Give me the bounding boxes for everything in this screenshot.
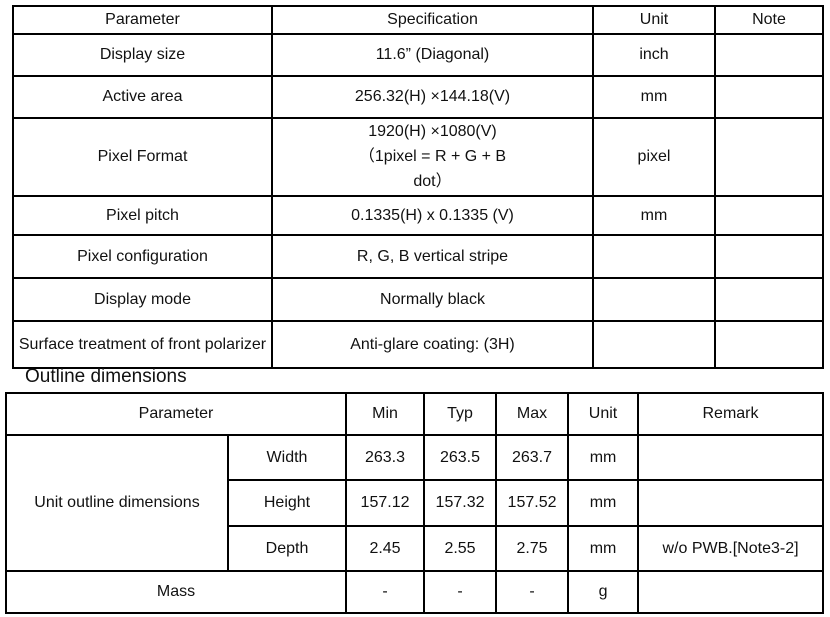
spec-header-row: Parameter Specification Unit Note [12, 5, 824, 35]
cell-note [714, 277, 824, 323]
cell-note [714, 320, 824, 370]
cell-dimension-name: Depth [226, 525, 348, 572]
cell-unit: pixel [592, 116, 716, 198]
spec-header-unit: Unit [592, 5, 716, 35]
outline-header-unit: Unit [567, 392, 640, 436]
cell-unit: g [567, 570, 640, 614]
cell-min: - [345, 570, 426, 614]
spec-row-display-mode: Display mode Normally black [12, 277, 824, 323]
cell-specification: 0.1335(H) x 0.1335 (V) [271, 195, 594, 237]
outline-header-row: Parameter Min Typ Max Unit Remark [4, 392, 825, 436]
cell-typ: - [423, 570, 498, 614]
cell-typ: 2.55 [423, 525, 498, 572]
cell-remark: w/o PWB.[Note3-2] [637, 525, 825, 572]
outline-dimensions-heading: Outline dimensions [25, 366, 187, 387]
outline-header-parameter: Parameter [4, 392, 348, 436]
outline-mass-label-cell: Mass [4, 570, 348, 614]
cell-note [714, 33, 824, 77]
cell-unit [592, 234, 716, 280]
outline-group-label-cell: Unit outline dimensions [5, 434, 229, 572]
cell-note [714, 234, 824, 280]
cell-parameter: Display size [12, 33, 273, 77]
spec-row-pixel-configuration: Pixel configuration R, G, B vertical str… [12, 234, 824, 280]
cell-min: 157.12 [345, 479, 426, 527]
cell-specification: Normally black [271, 277, 594, 323]
spec-header-specification: Specification [271, 5, 594, 35]
cell-parameter: Pixel pitch [12, 195, 273, 237]
cell-note [714, 75, 824, 119]
outline-header-max: Max [495, 392, 570, 436]
cell-unit [592, 277, 716, 323]
cell-specification: 11.6” (Diagonal) [271, 33, 594, 77]
outline-row-height: Height 157.12 157.32 157.52 mm [6, 479, 825, 527]
outline-header-typ: Typ [423, 392, 498, 436]
cell-max: 2.75 [495, 525, 570, 572]
spec-row-pixel-format: Pixel Format 1920(H) ×1080(V) （1pixel = … [12, 116, 824, 198]
outline-header-min: Min [345, 392, 426, 436]
specification-table: Parameter Specification Unit Note Displa… [12, 5, 824, 370]
spec-row-active-area: Active area 256.32(H) ×144.18(V) mm [12, 75, 824, 119]
outline-row-depth: Depth 2.45 2.55 2.75 mm w/o PWB.[Note3-2… [6, 525, 825, 572]
cell-unit: mm [592, 75, 716, 119]
cell-parameter: Pixel Format [12, 116, 273, 198]
cell-unit: mm [567, 525, 640, 572]
cell-note [714, 195, 824, 237]
cell-specification: 1920(H) ×1080(V) （1pixel = R + G + B dot… [271, 116, 594, 198]
cell-unit: inch [592, 33, 716, 77]
cell-max: 157.52 [495, 479, 570, 527]
cell-unit [592, 320, 716, 370]
cell-unit: mm [567, 479, 640, 527]
cell-note [714, 116, 824, 198]
cell-remark [637, 479, 825, 527]
cell-parameter: Display mode [12, 277, 273, 323]
cell-parameter: Pixel configuration [12, 234, 273, 280]
cell-remark [637, 570, 825, 614]
cell-max: - [495, 570, 570, 614]
cell-typ: 263.5 [423, 434, 498, 481]
spec-row-pixel-pitch: Pixel pitch 0.1335(H) x 0.1335 (V) mm [12, 195, 824, 237]
cell-remark [637, 434, 825, 481]
cell-parameter: Active area [12, 75, 273, 119]
cell-dimension-name: Height [226, 479, 348, 527]
cell-min: 2.45 [345, 525, 426, 572]
cell-specification: 256.32(H) ×144.18(V) [271, 75, 594, 119]
cell-specification: Anti-glare coating: (3H) [271, 320, 594, 370]
cell-dimension-name: Width [226, 434, 348, 481]
cell-max: 263.7 [495, 434, 570, 481]
outline-header-remark: Remark [637, 392, 825, 436]
cell-unit: mm [592, 195, 716, 237]
spec-row-surface-treatment: Surface treatment of front polarizer Ant… [12, 320, 824, 370]
cell-parameter: Surface treatment of front polarizer [12, 320, 273, 370]
cell-min: 263.3 [345, 434, 426, 481]
spec-header-note: Note [714, 5, 824, 35]
outline-dimensions-table: Parameter Min Typ Max Unit Remark Unit o… [4, 392, 825, 614]
cell-specification: R, G, B vertical stripe [271, 234, 594, 280]
cell-typ: 157.32 [423, 479, 498, 527]
outline-row-width: Unit outline dimensions Width 263.3 263.… [5, 434, 825, 572]
spec-header-parameter: Parameter [12, 5, 273, 35]
outline-row-mass: Mass - - - g [4, 570, 825, 614]
cell-unit: mm [567, 434, 640, 481]
spec-row-display-size: Display size 11.6” (Diagonal) inch [12, 33, 824, 77]
